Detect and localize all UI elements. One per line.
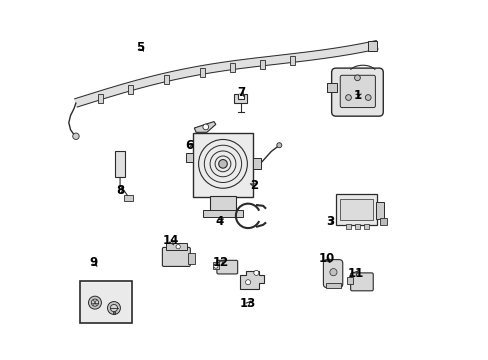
Text: 14: 14 — [163, 234, 179, 247]
Bar — [325, 283, 341, 288]
Circle shape — [73, 133, 79, 139]
Text: 4: 4 — [215, 215, 223, 228]
FancyBboxPatch shape — [340, 75, 375, 108]
Text: 5: 5 — [136, 41, 144, 54]
Bar — [115, 150, 125, 177]
FancyBboxPatch shape — [217, 260, 237, 274]
Bar — [367, 41, 376, 51]
Polygon shape — [240, 271, 263, 289]
FancyBboxPatch shape — [323, 260, 342, 288]
Bar — [80, 281, 131, 323]
Bar — [260, 60, 264, 69]
Text: 6: 6 — [184, 139, 193, 152]
Polygon shape — [234, 94, 247, 103]
Circle shape — [245, 280, 250, 285]
Circle shape — [107, 302, 120, 315]
Text: 7: 7 — [236, 86, 244, 99]
Bar — [363, 225, 368, 229]
Circle shape — [345, 95, 351, 100]
Circle shape — [253, 270, 258, 275]
FancyBboxPatch shape — [162, 247, 190, 266]
Bar — [326, 83, 336, 92]
Circle shape — [365, 95, 370, 100]
Bar — [165, 243, 187, 250]
Bar — [123, 195, 132, 201]
Bar — [185, 153, 193, 162]
Bar — [376, 202, 384, 220]
FancyBboxPatch shape — [192, 134, 253, 197]
Bar — [379, 219, 386, 225]
Bar — [188, 253, 194, 264]
FancyBboxPatch shape — [350, 273, 372, 291]
Text: 11: 11 — [347, 267, 363, 280]
Bar — [203, 210, 242, 217]
Text: 13: 13 — [240, 297, 256, 310]
Bar — [253, 158, 261, 169]
Bar — [200, 68, 204, 77]
Bar — [230, 63, 235, 72]
Circle shape — [176, 244, 180, 249]
Bar — [354, 225, 359, 229]
Text: 2: 2 — [249, 179, 258, 192]
Bar — [81, 283, 129, 321]
Text: 8: 8 — [117, 184, 124, 197]
Text: 1: 1 — [353, 89, 361, 102]
Text: 9: 9 — [90, 256, 98, 269]
Circle shape — [91, 299, 99, 306]
Circle shape — [276, 143, 281, 148]
Polygon shape — [194, 122, 215, 132]
Bar — [290, 56, 295, 65]
Circle shape — [218, 159, 227, 168]
Bar — [212, 262, 219, 269]
Bar — [97, 94, 102, 103]
FancyBboxPatch shape — [331, 68, 383, 116]
Circle shape — [110, 305, 117, 312]
Bar — [113, 307, 115, 315]
Circle shape — [329, 269, 336, 276]
Bar — [346, 277, 352, 284]
Circle shape — [203, 124, 208, 130]
Polygon shape — [75, 41, 377, 107]
Bar — [346, 225, 350, 229]
FancyBboxPatch shape — [335, 194, 376, 225]
Text: 3: 3 — [326, 215, 334, 228]
Circle shape — [354, 75, 360, 81]
Text: 10: 10 — [318, 252, 334, 265]
FancyBboxPatch shape — [339, 199, 372, 220]
Circle shape — [213, 264, 218, 268]
Bar — [127, 85, 132, 94]
Text: 12: 12 — [213, 256, 229, 269]
Bar — [210, 197, 235, 211]
Circle shape — [88, 296, 101, 309]
Bar — [163, 75, 168, 84]
